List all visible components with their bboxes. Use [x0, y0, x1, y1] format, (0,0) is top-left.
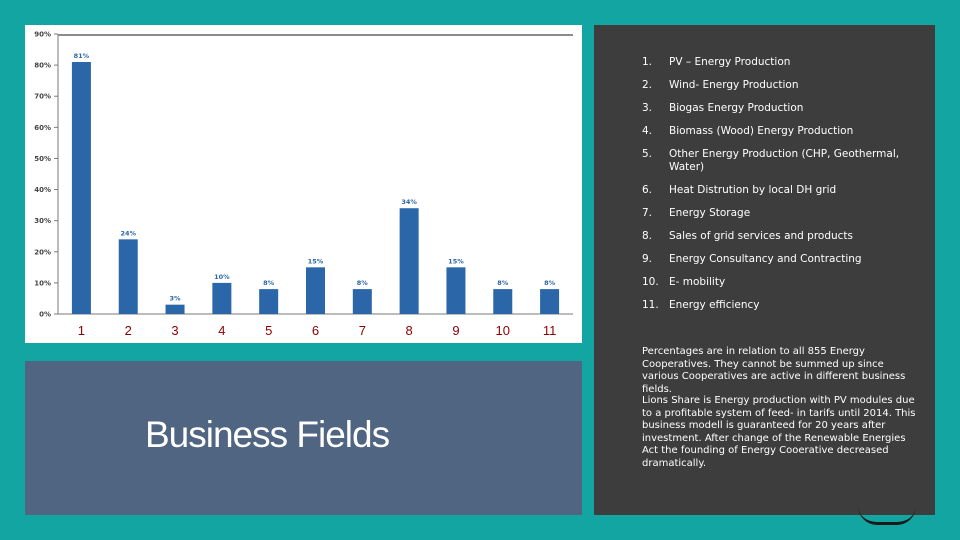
legend-item-label: Heat Distrution by local DH grid: [669, 184, 837, 196]
legend-item-number: 2.: [642, 79, 653, 91]
legend-item-label: Biogas Energy Production: [669, 102, 804, 114]
legend-item: 1. PV – Energy Production: [642, 56, 932, 69]
data-labels: 81% 24% 3% 10% 8% 15% 8% 34% 15% 8% 8%: [74, 52, 556, 303]
info-panel: 1. PV – Energy Production 2. Wind- Energy P…: [594, 25, 935, 515]
logo-arc: [858, 506, 916, 525]
legend-item: 9. Energy Consultancy and Contracting: [642, 253, 932, 266]
legend-item-label: Other Energy Production (CHP, Geothermal…: [669, 148, 900, 173]
x-tick-label: 11: [543, 323, 557, 338]
y-tick-label: 80%: [34, 62, 51, 70]
legend-item-number: 10.: [642, 276, 659, 288]
y-tick-label: 10%: [34, 279, 51, 287]
bar: [259, 289, 279, 314]
x-tick-label: 3: [171, 323, 178, 338]
legend-item-number: 7.: [642, 207, 653, 219]
legend-item-number: 6.: [642, 184, 653, 196]
y-axis-ticks: 0% 10% 20% 30% 40% 50% 60% 70% 80% 90%: [34, 31, 58, 319]
x-axis-labels: 1 2 3 4 5 6 7 8 9 10 11: [78, 323, 557, 338]
bar-data-label: 8%: [544, 279, 556, 287]
legend-item-number: 11.: [642, 299, 659, 311]
y-tick-label: 30%: [34, 217, 51, 225]
bar-data-label: 10%: [214, 273, 230, 281]
legend-item-label: E- mobility: [669, 276, 726, 288]
x-tick-label: 1: [78, 323, 85, 338]
bar: [540, 289, 560, 314]
legend-item: 7. Energy Storage: [642, 207, 932, 220]
bar-chart: 0%10%20%30%40%50%60%70%80%90% 81%24%3%10…: [34, 31, 573, 338]
x-tick-label: 5: [265, 323, 272, 338]
y-tick-label: 50%: [34, 155, 51, 163]
bar: [446, 267, 466, 314]
title-panel: [25, 361, 582, 515]
chart-panel: 0% 10% 20% 30% 40% 50% 60% 70% 80% 90% 81% 24% 3% 10…: [25, 25, 582, 343]
legend-item-label: Sales of grid services and products: [669, 230, 854, 242]
y-tick-label: 70%: [34, 93, 51, 101]
bar: [306, 267, 325, 314]
y-tick-label: 0%: [39, 311, 51, 319]
x-tick-label: 6: [312, 323, 319, 338]
bar-data-label: 8%: [357, 279, 369, 287]
y-tick-label: 40%: [34, 186, 51, 194]
legend-item-number: 9.: [642, 253, 653, 265]
legend-item-label: Wind- Energy Production: [669, 79, 799, 91]
legend-item-label: PV – Energy Production: [669, 56, 791, 68]
legend-item-number: 3.: [642, 102, 653, 114]
x-tick-label: 9: [452, 323, 459, 338]
legend-item-label: Biomass (Wood) Energy Production: [669, 125, 854, 137]
bar-data-label: 8%: [263, 279, 275, 287]
category-legend-list: 1. PV – Energy Production 2. Wind- Energy P…: [642, 56, 932, 322]
bar: [212, 282, 232, 314]
legend-item-number: 8.: [642, 230, 653, 242]
x-tick-label: 8: [406, 323, 413, 338]
x-tick-label: 2: [125, 323, 132, 338]
bars: [71, 62, 560, 314]
legend-item-number: 1.: [642, 56, 653, 68]
legend-item: 5. Other Energy Production (CHP, Geotherm…: [642, 148, 932, 174]
legend-item: 3. Biogas Energy Production: [642, 102, 932, 115]
legend-item: 6. Heat Distrution by local DH grid: [642, 184, 932, 197]
lions-share-note: Lions Share is Energy production with PV…: [642, 395, 916, 469]
x-tick-label: 4: [218, 323, 225, 338]
legend-item: 4. Biomass (Wood) Energy Production: [642, 125, 932, 138]
bar: [118, 239, 138, 314]
legend-item-number: 5.: [642, 148, 653, 160]
legend-item-label: Energy Storage: [669, 207, 751, 219]
percentage-note: Percentages are in relation to all 855 E…: [642, 346, 906, 395]
legend-item: 2. Wind- Energy Production: [642, 79, 932, 92]
y-tick-label: 20%: [34, 248, 51, 256]
y-tick-label: 90%: [34, 31, 51, 39]
bar-data-label: 8%: [497, 279, 509, 287]
legend-item-label: Energy Consultancy and Contracting: [669, 253, 862, 265]
bar-data-label: 24%: [120, 229, 136, 237]
x-tick-label: 10: [496, 323, 510, 338]
legend-item: 8. Sales of grid services and products: [642, 230, 932, 243]
slide-title: Business Fields: [145, 414, 390, 455]
bar-data-label: 3%: [170, 295, 182, 303]
legend-item-number: 4.: [642, 125, 653, 137]
y-tick-label: 60%: [34, 124, 51, 132]
bar: [165, 304, 185, 314]
legend-item: 11. Energy efficiency: [642, 299, 932, 312]
bar-data-label: 34%: [401, 198, 417, 206]
legend-item: 10. E- mobility: [642, 276, 932, 289]
bar: [493, 289, 513, 314]
bar-data-label: 15%: [448, 257, 464, 265]
bar: [399, 208, 419, 314]
bar: [71, 62, 91, 314]
bar: [352, 289, 372, 314]
x-tick-label: 7: [359, 323, 366, 338]
bar-data-label: 81%: [74, 52, 90, 60]
legend-item-label: Energy efficiency: [669, 299, 760, 311]
bar-data-label: 15%: [308, 257, 324, 265]
